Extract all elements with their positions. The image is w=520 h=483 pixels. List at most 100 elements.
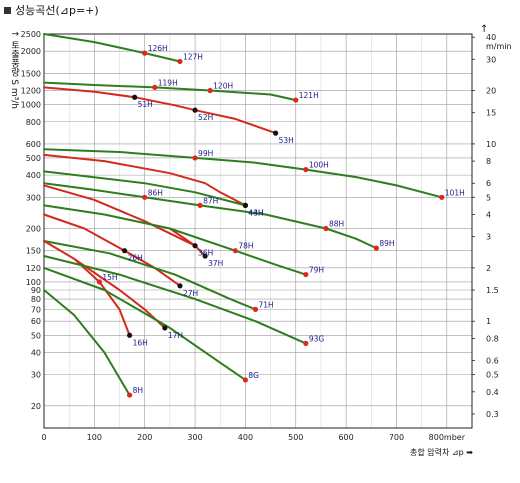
- y2-tick-label: 1.5: [486, 286, 499, 295]
- y-tick-label: 1500: [21, 69, 41, 78]
- y2-tick-label: 5: [486, 193, 491, 202]
- y-tick-label: 2500: [21, 30, 41, 39]
- series-markers: [96, 50, 445, 398]
- y2-axis-arrow-icon: ↑: [480, 24, 489, 35]
- y-axis-label: ↑ 토출풍량 S m³/h: [8, 30, 21, 109]
- series-line-8h: [43, 289, 131, 397]
- y-tick-label: 100: [26, 278, 41, 287]
- series-line-89h: [325, 227, 378, 250]
- series-line-87h: [143, 196, 202, 207]
- series-line-36h: [43, 184, 197, 247]
- series-marker-51h: [132, 94, 138, 100]
- y2-tick-label: 0.5: [486, 371, 499, 380]
- x-axis-label: 총합 압력차 ⊿p ➡: [410, 448, 473, 457]
- series-label-78h: 78H: [238, 242, 253, 251]
- y-tick-label: 1200: [21, 87, 41, 96]
- series-line-79h: [234, 249, 307, 276]
- series-label-79h: 79H: [309, 266, 324, 275]
- series-marker-53h: [273, 130, 279, 136]
- y-tick-label: 20: [31, 402, 41, 411]
- y2-tick-label: 4: [486, 210, 491, 219]
- y-tick-label: 80: [31, 295, 41, 304]
- series-line-78h: [43, 204, 237, 252]
- series-label-16h: 16H: [133, 338, 148, 347]
- series-marker-26h: [121, 248, 128, 254]
- x-tick-label: 300: [187, 433, 202, 442]
- series-marker-8g: [242, 377, 249, 383]
- series-label-88h: 88H: [329, 220, 344, 229]
- series-line-101h: [304, 168, 443, 199]
- y2-tick-label: 1: [486, 317, 491, 326]
- series-marker-79h: [303, 271, 309, 278]
- y-tick-label: 200: [26, 225, 41, 234]
- series-label-17h: 17H: [168, 331, 183, 340]
- series-line-127h: [143, 52, 181, 63]
- series-labels: 126H 127H 119H 120H 121H 51H 52H 53H 99H 100H 101H…: [102, 44, 464, 395]
- series-line-88h: [199, 204, 327, 230]
- series-marker-27h: [177, 283, 183, 289]
- x-tick-label: 800mber: [429, 433, 466, 442]
- y-tick-label: 60: [31, 317, 41, 326]
- y2-tick-label: 15: [486, 109, 496, 118]
- y2-tick-label: 0.4: [486, 388, 499, 397]
- series-line-86h: [43, 182, 146, 199]
- series-marker-126h: [142, 50, 148, 56]
- chart-title-text: 성능곡선(⊿p=+): [15, 4, 99, 17]
- y2-tick-label: 8: [486, 157, 491, 166]
- series-label-8h: 8H: [133, 386, 143, 395]
- y-tick-label: 1000: [21, 101, 41, 110]
- series-marker-37h: [202, 253, 208, 259]
- y-tick-label: 120: [26, 264, 41, 273]
- y2-tick-label: 10: [486, 140, 496, 149]
- chart-title: 성능곡선(⊿p=+): [4, 2, 99, 18]
- y-tick-label: 2000: [21, 47, 41, 56]
- x-tick-label: 600: [338, 433, 353, 442]
- grid: [43, 33, 472, 428]
- series-line-120h: [153, 86, 212, 92]
- series-label-27h: 27H: [183, 289, 198, 298]
- series-lines: [43, 33, 443, 397]
- y-tick-label: 800: [26, 118, 41, 127]
- series-label-99h: 99H: [198, 149, 213, 158]
- series-label-120h: 120H: [213, 82, 233, 91]
- plot-frame: [43, 33, 473, 429]
- series-marker-36h: [192, 243, 198, 249]
- series-label-100h: 100H: [309, 161, 329, 170]
- series-label-126h: 126H: [148, 44, 168, 53]
- series-marker-121h: [293, 97, 299, 103]
- series-label-51h: 51H: [138, 100, 153, 109]
- series-label-53h: 53H: [279, 136, 294, 145]
- y-tick-label: 90: [31, 286, 41, 295]
- series-label-101h: 101H: [445, 188, 465, 197]
- y-axis-label-text: 토출풍량 S m³/h: [9, 40, 19, 109]
- y2-tick-label: 2: [486, 264, 491, 273]
- series-label-87h: 87H: [203, 196, 218, 205]
- y-tick-label: 30: [31, 371, 41, 380]
- series-marker-99h: [192, 155, 198, 161]
- y2-tick-label: 0.3: [486, 410, 499, 419]
- series-label-36h: 36H: [198, 249, 213, 258]
- series-line-52h: [133, 96, 197, 112]
- y-tick-label: 50: [31, 331, 41, 340]
- x-tick-label: 500: [288, 433, 303, 442]
- y2-axis-label: m/min: [486, 42, 512, 51]
- series-label-71h: 71H: [258, 300, 273, 309]
- y2-tick-label: 40: [486, 33, 496, 42]
- y-tick-label: 500: [26, 154, 41, 163]
- y2-tick-label: 6: [486, 179, 491, 188]
- series-label-8g: 8G: [248, 371, 259, 380]
- series-label-127h: 127H: [183, 52, 203, 61]
- y-tick-label: 400: [26, 171, 41, 180]
- y-tick-label: 40: [31, 348, 41, 357]
- y2-tick-label: 0.8: [486, 334, 499, 343]
- series-marker-120h: [207, 87, 213, 94]
- series-label-86h: 86H: [148, 188, 163, 197]
- series-line-93g: [43, 255, 307, 345]
- series-marker-100h: [303, 166, 309, 173]
- y-tick-label: 150: [26, 247, 41, 256]
- series-line-71h: [43, 240, 257, 311]
- series-marker-101h: [439, 194, 445, 200]
- series-marker-87h: [197, 202, 203, 209]
- series-label-37h: 37H: [208, 259, 223, 268]
- series-marker-89h: [373, 245, 379, 251]
